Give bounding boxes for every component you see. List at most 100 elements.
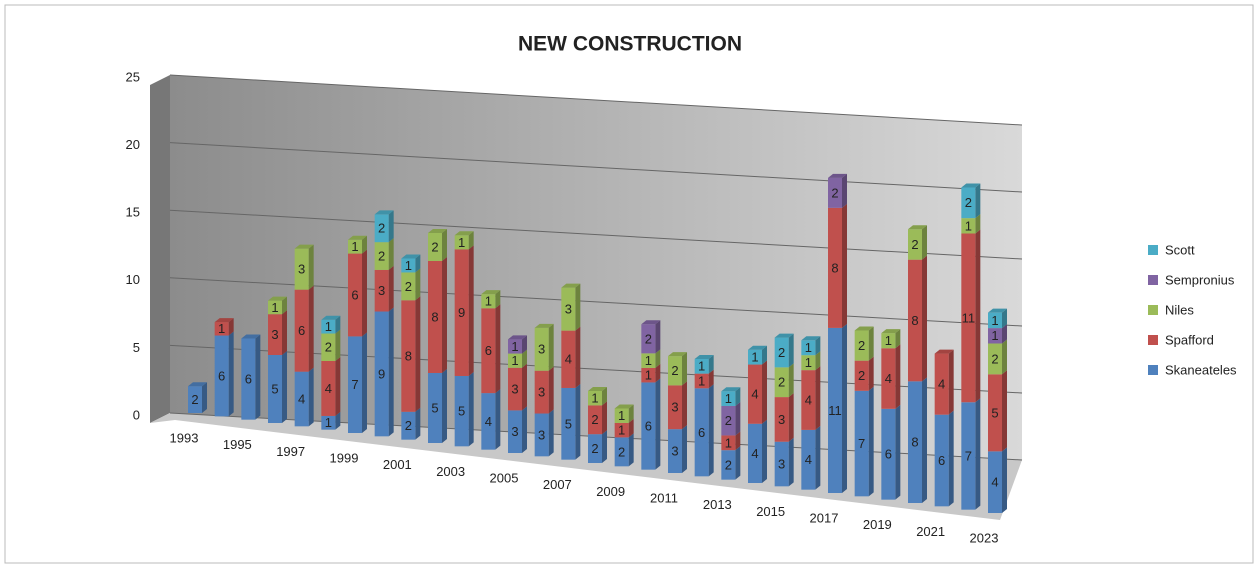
bar	[828, 207, 842, 328]
value-label: 1	[805, 340, 812, 355]
bar	[694, 358, 709, 374]
value-label: 3	[511, 424, 518, 439]
bar	[854, 330, 869, 361]
bar-top	[294, 244, 314, 249]
bar	[881, 408, 896, 500]
bar	[534, 370, 549, 414]
bar-side	[655, 363, 661, 383]
bar	[961, 218, 976, 234]
bar-side	[228, 331, 234, 417]
value-label: 2	[378, 221, 385, 236]
bar-side	[895, 404, 901, 500]
bar	[374, 214, 389, 243]
x-tick-label: 2005	[490, 470, 519, 485]
bar-side	[388, 307, 394, 437]
bar	[988, 312, 1002, 329]
legend-swatch	[1148, 335, 1158, 345]
value-label: 6	[218, 368, 225, 383]
bar-top	[321, 315, 341, 320]
bar	[188, 386, 202, 413]
value-label: 5	[565, 416, 572, 431]
bar	[214, 335, 229, 417]
bar	[961, 402, 976, 510]
chart-title: NEW CONSTRUCTION	[518, 33, 742, 56]
bar-side	[708, 354, 714, 374]
legend-label: Sempronius	[1165, 272, 1235, 287]
bar-top	[508, 335, 527, 340]
value-label: 2	[725, 457, 732, 472]
value-label: 5	[991, 405, 998, 420]
grid-line	[169, 142, 1023, 193]
bar-side	[602, 386, 607, 406]
value-label: 6	[298, 323, 305, 338]
bar-side	[868, 356, 874, 391]
bar-side	[1002, 447, 1007, 513]
value-label: 7	[351, 377, 358, 392]
bar	[481, 294, 496, 309]
bar	[934, 353, 949, 415]
bar	[588, 390, 602, 406]
bar-side	[788, 393, 794, 442]
bar-top	[694, 354, 714, 359]
bar	[588, 405, 602, 435]
bar-side	[975, 398, 981, 510]
bar-top	[801, 336, 821, 341]
bar	[268, 300, 282, 315]
bar-side	[682, 352, 687, 386]
bar-side	[495, 290, 501, 309]
bar-side	[948, 349, 954, 415]
bar-side	[468, 245, 474, 376]
bar	[748, 364, 762, 424]
bar-side	[735, 387, 741, 406]
value-label: 2	[778, 375, 785, 390]
x-tick-label: 2007	[543, 477, 572, 492]
bar-top	[374, 210, 394, 215]
bar-side	[602, 401, 607, 435]
grid-line	[169, 209, 1023, 260]
bar	[828, 177, 842, 208]
value-label: 1	[751, 350, 758, 365]
bar	[641, 382, 656, 470]
bar	[508, 353, 522, 368]
value-label: 6	[245, 372, 252, 387]
bar-side	[815, 351, 821, 371]
bar-side	[522, 406, 527, 453]
value-label: 5	[458, 404, 465, 419]
bar	[854, 390, 869, 497]
bar	[694, 373, 709, 389]
bar-top	[828, 173, 847, 178]
bar-side	[682, 425, 687, 473]
value-label: 1	[325, 415, 332, 430]
value-label: 1	[618, 423, 625, 438]
bar-side	[362, 235, 367, 254]
bar-side	[388, 210, 394, 243]
bar-top	[561, 283, 581, 288]
bar-side	[335, 411, 341, 430]
bar	[268, 314, 282, 355]
bar-top	[988, 308, 1007, 313]
bar	[828, 327, 842, 493]
value-label: 1	[725, 391, 732, 406]
bar	[374, 311, 389, 437]
bar-side	[548, 409, 554, 457]
value-label: 4	[991, 475, 998, 490]
bar-side	[975, 229, 981, 403]
bar-side	[655, 349, 661, 368]
bar-side	[308, 244, 314, 290]
bar-side	[975, 214, 981, 234]
bar	[641, 353, 656, 368]
bar-side	[548, 323, 554, 371]
value-label: 3	[565, 302, 572, 317]
value-label: 3	[778, 412, 785, 427]
bar	[454, 235, 469, 250]
bar-side	[735, 446, 741, 480]
value-label: 2	[725, 413, 732, 428]
bar-side	[922, 255, 927, 382]
value-label: 2	[858, 368, 865, 383]
x-tick-label: 2013	[703, 497, 732, 512]
bar-side	[628, 433, 634, 467]
bar-side	[362, 249, 367, 337]
bar	[774, 367, 789, 398]
bar-side	[1002, 339, 1007, 375]
legend-label: Spafford	[1165, 332, 1214, 347]
